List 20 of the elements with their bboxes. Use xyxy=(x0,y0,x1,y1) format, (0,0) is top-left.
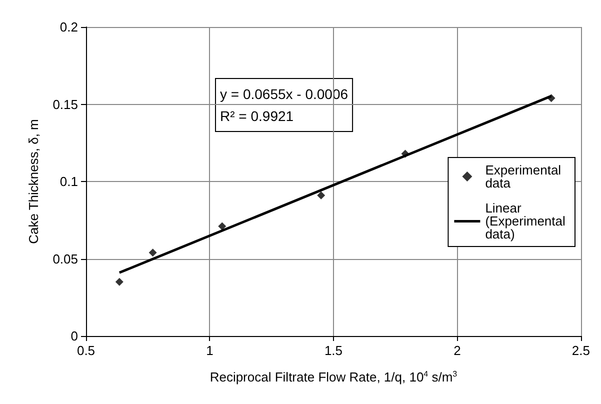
y-tick-label: 0 xyxy=(70,328,78,344)
x-tick-label: 0.5 xyxy=(76,343,96,358)
y-axis-title: Cake Thickness, δ, m xyxy=(26,119,41,244)
y-tick-label: 0.15 xyxy=(52,96,78,112)
point xyxy=(148,248,157,257)
point xyxy=(218,222,226,230)
point xyxy=(317,191,326,200)
point xyxy=(115,278,124,286)
x-tick-label: 1.5 xyxy=(324,343,343,358)
x-tick-label: 1 xyxy=(206,343,214,358)
point xyxy=(547,94,556,102)
y-tick-label: 0.2 xyxy=(60,20,78,34)
legend-label: Experimental data xyxy=(485,162,565,190)
legend-label: Linear (Experimental data) xyxy=(485,200,570,242)
x-tick-label: 2 xyxy=(454,343,461,358)
y-tick-label: 0.05 xyxy=(52,251,78,266)
point xyxy=(401,150,410,158)
y-tick-label: 0.1 xyxy=(60,174,78,189)
x-tick-label: 2.5 xyxy=(572,343,590,358)
annotation: y = 0.0655x - 0.0006 R² = 0.9921 xyxy=(220,86,348,124)
